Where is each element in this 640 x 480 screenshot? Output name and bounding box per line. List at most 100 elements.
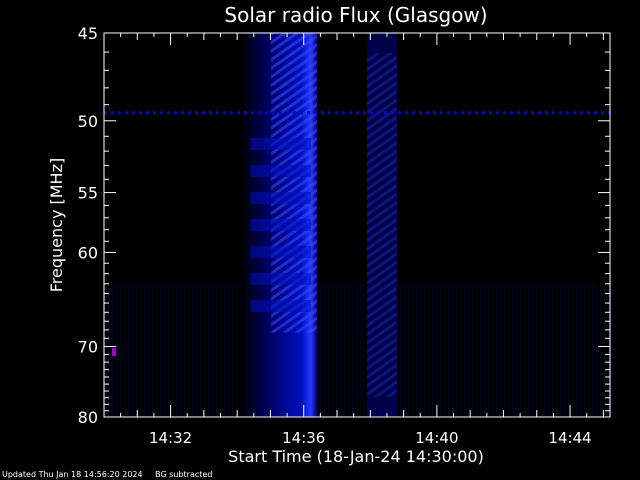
burst-band: [250, 165, 312, 177]
y-axis-ticks: 45 50 55 60 70 80: [78, 24, 610, 427]
interference-dot: [188, 111, 191, 115]
interference-dot: [475, 111, 478, 115]
interference-dot: [251, 111, 254, 115]
interference-dot: [335, 111, 338, 115]
interference-dot: [195, 111, 198, 115]
interference-dot: [328, 111, 331, 115]
interference-dot: [538, 111, 541, 115]
interference-dot: [391, 111, 394, 115]
interference-dot: [279, 111, 282, 115]
interference-dot: [412, 111, 415, 115]
interference-dot: [363, 111, 366, 115]
interference-dot: [545, 111, 548, 115]
interference-dot: [125, 111, 128, 115]
interference-dot: [223, 111, 226, 115]
interference-dot: [552, 111, 555, 115]
burst-band: [250, 192, 312, 204]
burst-band: [250, 138, 312, 150]
interference-dot: [496, 111, 499, 115]
interference-dot: [139, 111, 142, 115]
interference-dot: [517, 111, 520, 115]
interference-dot: [153, 111, 156, 115]
background-mode: BG subtracted: [155, 470, 213, 479]
burst-0: [240, 33, 318, 417]
y-tick-label: 70: [78, 337, 98, 356]
interference-dot: [426, 111, 429, 115]
interference-dot: [258, 111, 261, 115]
interference-dot: [314, 111, 317, 115]
interference-dot: [286, 111, 289, 115]
plot-frame: [103, 32, 611, 418]
y-tick-label: 55: [78, 184, 98, 203]
point-source-3: [111, 348, 116, 357]
interference-dot: [272, 111, 275, 115]
interference-dot: [181, 111, 184, 115]
interference-dot: [510, 111, 513, 115]
burst-band: [250, 273, 312, 285]
interference-dot: [356, 111, 359, 115]
interference-dot: [489, 111, 492, 115]
footer-status: Updated Thu Jan 18 14:56:20 2024 BG subt…: [2, 469, 638, 480]
interference-dot: [573, 111, 576, 115]
interference-dot: [447, 111, 450, 115]
interference-dot: [146, 111, 149, 115]
interference-dot: [174, 111, 177, 115]
interference-dot: [104, 111, 107, 115]
interference-dot: [384, 111, 387, 115]
plot-axes: [103, 32, 611, 418]
interference-dot: [265, 111, 268, 115]
interference-dot: [594, 111, 597, 115]
spectrogram-image: [104, 33, 611, 417]
burst-band: [250, 246, 312, 258]
interference-dot: [307, 111, 310, 115]
interference-dot: [349, 111, 352, 115]
interference-dot: [377, 111, 380, 115]
updated-timestamp: Updated Thu Jan 18 14:56:20 2024: [2, 470, 143, 479]
interference-dot: [405, 111, 408, 115]
interference-dot: [230, 111, 233, 115]
interference-dot: [503, 111, 506, 115]
x-tick-label: 14:36: [282, 429, 325, 447]
interference-dot: [587, 111, 590, 115]
interference-dot: [482, 111, 485, 115]
interference-dot: [132, 111, 135, 115]
interference-dot: [601, 111, 604, 115]
interference-dot: [531, 111, 534, 115]
interference-dot: [559, 111, 562, 115]
burst-drift-stripes: [271, 33, 318, 333]
y-axis-label: Frequency [MHz]: [47, 158, 66, 292]
weak-burst-stripes: [366, 53, 397, 397]
x-tick-label: 14:44: [548, 429, 591, 447]
background-texture: [104, 283, 610, 417]
x-axis-label: Start Time (18-Jan-24 14:30:00): [228, 447, 484, 466]
chart-title: Solar radio Flux (Glasgow): [224, 3, 487, 27]
interference-dot: [118, 111, 121, 115]
interference-dot: [300, 111, 303, 115]
interference-dot: [321, 111, 324, 115]
y-tick-label: 60: [78, 243, 98, 262]
interference-dot: [216, 111, 219, 115]
interference-dot: [440, 111, 443, 115]
interference-dot: [566, 111, 569, 115]
interference-dot: [167, 111, 170, 115]
interference-line: [104, 111, 611, 115]
interference-dot: [433, 111, 436, 115]
interference-dot: [461, 111, 464, 115]
interference-dot: [202, 111, 205, 115]
burst-band: [250, 300, 312, 312]
interference-dot: [293, 111, 296, 115]
interference-dot: [580, 111, 583, 115]
burst-1: [366, 33, 397, 417]
burst-band: [250, 219, 312, 231]
y-tick-label: 80: [78, 408, 98, 427]
x-tick-label: 14:32: [149, 429, 192, 447]
interference-dot: [244, 111, 247, 115]
x-axis-ticks: 14:32 14:36 14:40 14:44: [120, 33, 604, 447]
interference-dot: [398, 111, 401, 115]
y-tick-label: 50: [78, 112, 98, 131]
interference-dot: [237, 111, 240, 115]
x-tick-label: 14:40: [415, 429, 458, 447]
interference-dot: [209, 111, 212, 115]
